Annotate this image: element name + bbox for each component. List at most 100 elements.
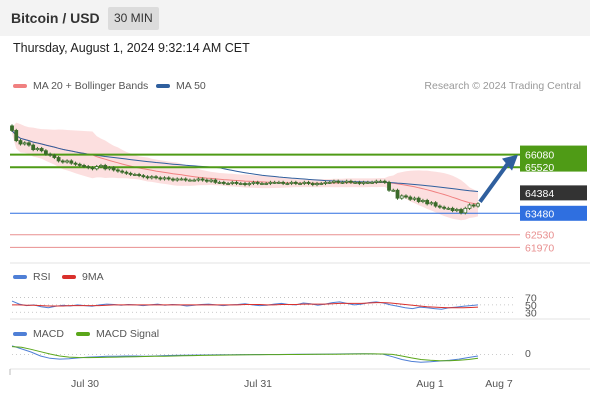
- candle-body: [272, 181, 277, 184]
- candle-body: [467, 204, 472, 209]
- candle-body: [421, 200, 425, 202]
- candle-body: [276, 181, 281, 184]
- candle-body: [382, 180, 387, 183]
- candle-body: [370, 181, 374, 184]
- legend-macd: MACD: [13, 328, 64, 340]
- candle-body: [128, 172, 133, 175]
- macd-signal-line: [11, 346, 479, 362]
- candle-body: [374, 180, 379, 183]
- timeframe-badge[interactable]: 30 MIN: [108, 7, 159, 30]
- candle-body: [463, 207, 468, 214]
- x-axis: Jul 30 Jul 31 Aug 1 Aug 7: [71, 378, 513, 390]
- support-1-label: 62530: [525, 230, 554, 242]
- candle-body: [234, 181, 239, 184]
- candle-body: [82, 165, 86, 167]
- candle-body: [230, 181, 235, 184]
- candle-body: [285, 183, 290, 185]
- forecast-arrow: [478, 154, 518, 203]
- candle-body: [209, 179, 214, 182]
- candle-body: [31, 144, 36, 151]
- candle-body: [204, 179, 209, 182]
- candle-body: [353, 181, 358, 184]
- candle-body: [251, 181, 256, 184]
- candle-body: [27, 142, 31, 146]
- candle-body: [196, 178, 201, 181]
- macd-zero-label: 0: [525, 348, 531, 360]
- macd-label: MACD: [33, 328, 64, 340]
- candle-body: [154, 176, 158, 179]
- candle-body: [149, 176, 154, 179]
- candle-body: [471, 204, 476, 207]
- candle-body: [238, 183, 243, 185]
- candle-body: [166, 177, 171, 180]
- candle-body: [22, 142, 27, 145]
- candle-body: [260, 183, 264, 185]
- ma20-label: MA 20 + Bollinger Bands: [33, 80, 149, 92]
- candle-body: [332, 180, 336, 183]
- rsi-ma-swatch: [62, 275, 76, 279]
- current-price-box: [520, 185, 587, 201]
- ma50-swatch: [156, 84, 170, 88]
- rsi-ma-line: [12, 302, 479, 309]
- candle-body: [395, 189, 400, 199]
- candle-body: [306, 181, 311, 184]
- candle-body: [137, 174, 141, 176]
- arrow-shaft: [478, 159, 512, 203]
- candle-body: [52, 154, 57, 158]
- rsi-level-label: 70: [525, 292, 537, 304]
- candle-body: [132, 174, 137, 176]
- macd-signal-swatch: [76, 332, 90, 336]
- candle-body: [35, 148, 40, 151]
- candle-body: [158, 177, 163, 180]
- x-tick-label: Jul 31: [244, 378, 272, 390]
- candle-body: [162, 177, 167, 180]
- candle-body: [344, 180, 349, 183]
- support-2-label: 61970: [525, 242, 554, 254]
- candle-body: [200, 178, 205, 181]
- candle-body: [391, 189, 396, 192]
- legend-ma50: MA 50: [156, 80, 206, 92]
- ma50-label: MA 50: [176, 80, 206, 92]
- candle-body: [404, 195, 408, 198]
- x-tick-label: Aug 1: [416, 378, 444, 390]
- resistance-1-label: 65520: [525, 162, 554, 174]
- candle-body: [65, 160, 69, 163]
- x-tick-label: Jul 30: [71, 378, 99, 390]
- candle-body: [289, 181, 294, 184]
- candle-body: [446, 207, 451, 210]
- current-price-label: 64384: [525, 188, 554, 200]
- candle-body: [281, 181, 286, 184]
- candle-body: [124, 171, 129, 174]
- candle-body: [10, 125, 14, 131]
- candle-body: [226, 183, 230, 185]
- candle-body: [56, 157, 61, 162]
- candle-body: [302, 181, 307, 184]
- candle-body: [357, 181, 362, 184]
- candle-body: [73, 162, 78, 165]
- candle-body: [416, 197, 421, 202]
- candle-body: [69, 160, 74, 164]
- macd-signal-label: MACD Signal: [96, 328, 160, 340]
- instrument-title: Bitcoin / USD: [11, 10, 100, 26]
- pivot-label: 63480: [525, 208, 554, 220]
- candle-body: [243, 183, 247, 186]
- candle-body: [429, 202, 434, 205]
- candle-body: [454, 209, 459, 211]
- candle-body: [48, 153, 53, 156]
- rsi-swatch: [13, 275, 27, 279]
- candle-body: [450, 207, 455, 211]
- candle-body: [77, 163, 82, 166]
- candle-body: [293, 181, 298, 184]
- candle-body: [399, 195, 404, 199]
- candle-body: [340, 181, 345, 184]
- macd-swatch: [13, 332, 27, 336]
- rsi-label: RSI: [33, 271, 51, 283]
- candle-body: [425, 200, 430, 205]
- x-tick-label: Aug 7: [485, 378, 513, 390]
- candle-body: [319, 183, 324, 185]
- candle-body: [18, 140, 23, 145]
- candle-body: [111, 167, 116, 171]
- candle-body: [378, 180, 383, 183]
